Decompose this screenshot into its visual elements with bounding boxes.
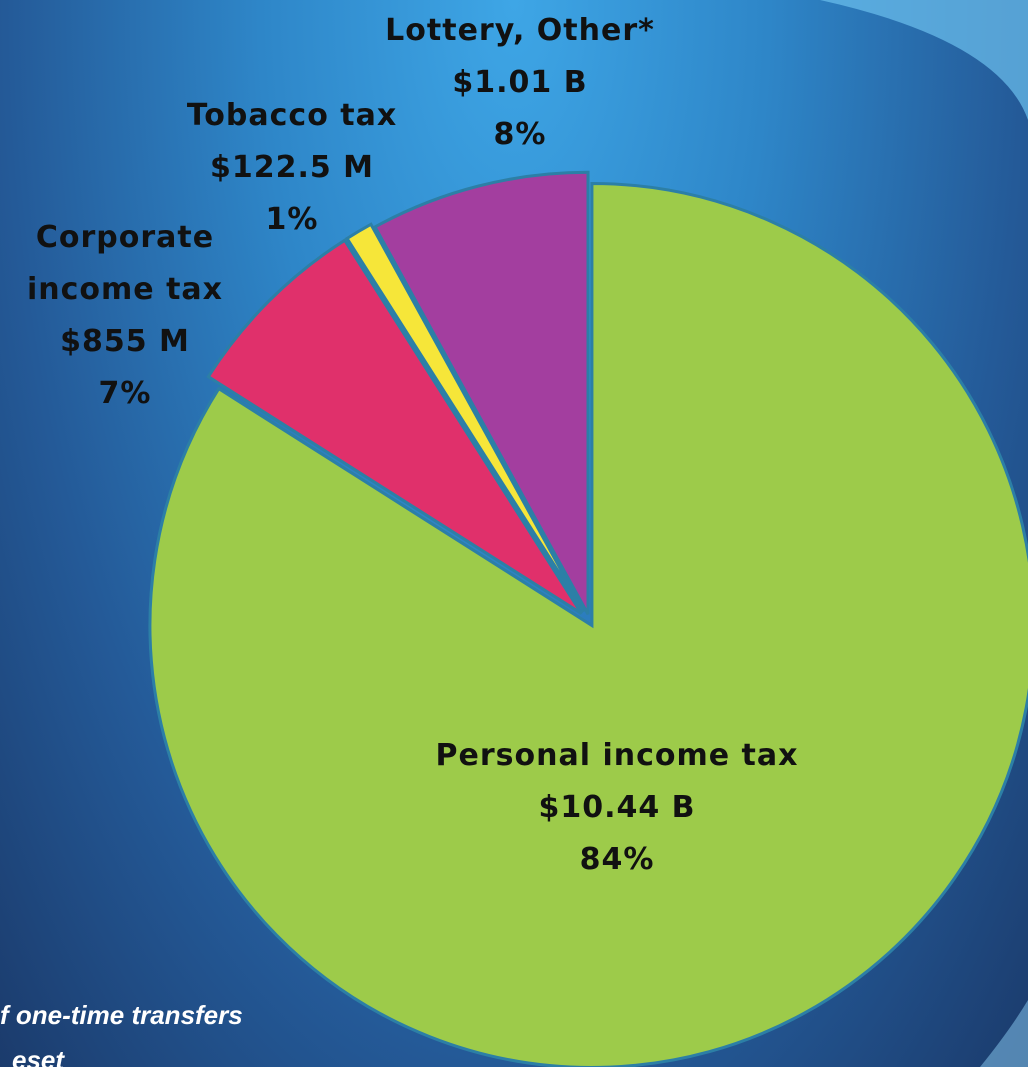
footnote: eset — [12, 1045, 65, 1067]
pie-slice — [148, 182, 1028, 1067]
pie-slice — [373, 170, 590, 615]
pie-slice — [206, 238, 583, 615]
slice-amount: $10.44 B — [538, 790, 696, 825]
slice-percent: 7% — [98, 376, 152, 411]
swoosh — [980, 1000, 1028, 1067]
slice-percent: 84% — [579, 842, 655, 877]
slice-amount: $122.5 M — [209, 150, 375, 185]
footnote: f one-time transfers — [0, 1000, 243, 1030]
slice-percent: 8% — [493, 117, 547, 152]
slice-amount: $1.01 B — [452, 65, 588, 100]
slice-label: Personal income tax — [435, 738, 799, 773]
pie-slice — [344, 222, 586, 613]
slice-label: Lottery, Other* — [385, 13, 655, 48]
swoosh — [820, 0, 1028, 120]
slice-percent: 1% — [265, 202, 319, 237]
slice-label: Corporate income tax — [26, 220, 224, 307]
slice-amount: $855 M — [60, 324, 190, 359]
slice-label: Tobacco tax — [186, 98, 398, 133]
